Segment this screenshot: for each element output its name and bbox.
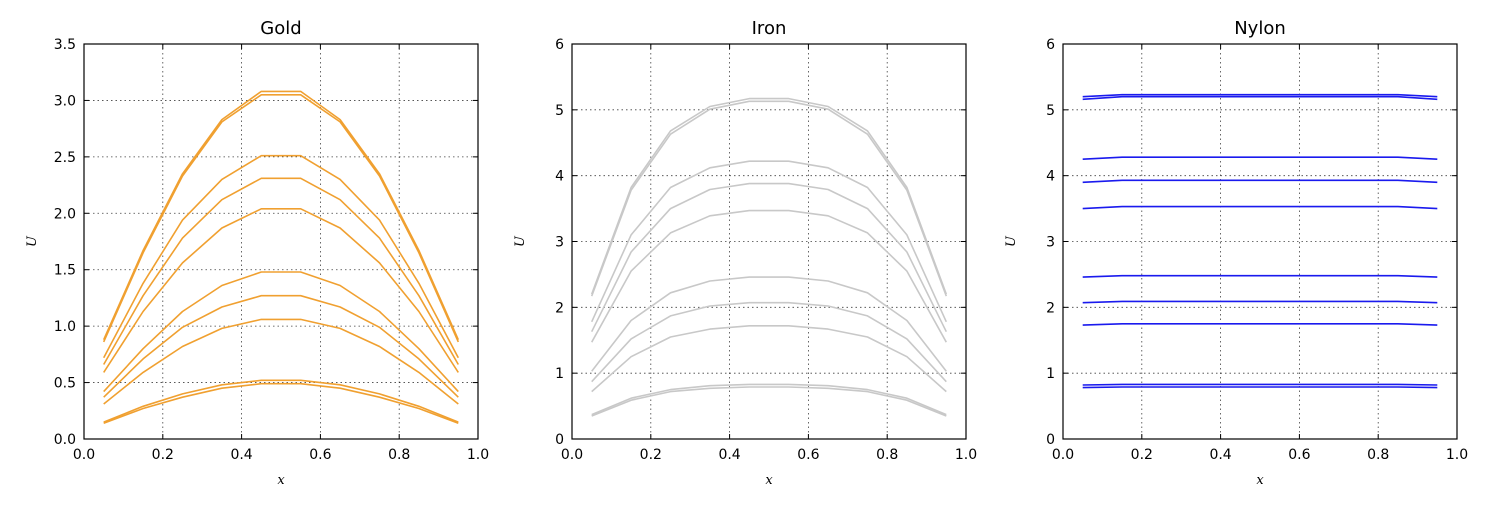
- plot-area: 0.0 0.2 0.4 0.6 0.8 1.0 0.0 0.5 1.0 1.5 2.0 2.5 3.0 3…: [54, 37, 489, 463]
- series-line-0: [1082, 93, 1438, 98]
- series-line-1: [590, 100, 948, 297]
- x-axis-label: x: [277, 473, 285, 488]
- y-tick-label: 3: [1046, 235, 1055, 251]
- y-tick-label: 4: [1046, 169, 1055, 185]
- series-line-9: [103, 382, 459, 424]
- x-tick-label: 1.0: [1446, 447, 1468, 463]
- x-tick-label: 0.0: [561, 447, 583, 463]
- chart-panel-gold: 0.0 0.2 0.4 0.6 0.8 1.0 0.0 0.5 1.0 1.5 2.0 2.5 3.0 3…: [25, 18, 489, 488]
- y-tick-label: 4: [555, 169, 564, 185]
- x-tick-label: 0.0: [1052, 447, 1074, 463]
- series-line-9: [591, 386, 947, 417]
- series-line-8: [103, 379, 459, 423]
- x-tick-label: 0.8: [388, 447, 410, 463]
- x-tick-label: 0.2: [1131, 447, 1153, 463]
- y-tick-label: 0.0: [54, 432, 76, 448]
- x-tick-label: 0.6: [309, 447, 331, 463]
- x-tick-label: 0.2: [640, 447, 662, 463]
- series-line-5: [1082, 274, 1438, 278]
- x-axis-label: x: [765, 473, 773, 488]
- series-line-0: [590, 97, 948, 295]
- x-tick-label: 0.4: [230, 447, 252, 463]
- series-line-4: [1082, 205, 1438, 210]
- x-tick-label: 0.4: [1209, 447, 1231, 463]
- series-line-9: [1082, 386, 1438, 389]
- y-tick-label: 2: [1046, 300, 1055, 316]
- series-line-1: [102, 94, 460, 343]
- x-tick-label: 0.8: [876, 447, 898, 463]
- y-tick-label: 5: [555, 103, 564, 119]
- y-axis-label: U: [513, 235, 528, 247]
- y-tick-label: 2.0: [54, 206, 76, 222]
- x-tick-label: 0.8: [1367, 447, 1389, 463]
- series-line-5: [591, 276, 947, 372]
- y-tick-label: 1: [555, 366, 564, 382]
- series-line-2: [102, 154, 460, 359]
- series-line-7: [591, 324, 947, 393]
- x-tick-label: 0.6: [797, 447, 819, 463]
- series-line-7: [103, 318, 459, 405]
- x-axis-label: x: [1256, 473, 1264, 488]
- y-tick-label: 1: [1046, 366, 1055, 382]
- y-tick-label: 0.5: [54, 376, 76, 392]
- x-tick-label: 0.2: [152, 447, 174, 463]
- y-tick-label: 1.0: [54, 319, 76, 335]
- x-tick-label: 1.0: [467, 447, 489, 463]
- series-line-3: [103, 177, 459, 365]
- y-tick-label: 2: [555, 300, 564, 316]
- series-line-4: [591, 209, 947, 343]
- series-line-4: [103, 208, 459, 373]
- chart-panel-nylon: 0.0 0.2 0.4 0.6 0.8 1.0 0 1 2 3 4 5 6 Nylon x U: [1004, 18, 1468, 488]
- series-line-5: [103, 271, 459, 393]
- series-line-3: [590, 182, 948, 333]
- series-line-2: [590, 160, 948, 323]
- y-tick-label: 3.5: [54, 37, 76, 53]
- x-tick-label: 0.6: [1288, 447, 1310, 463]
- chart-panel-iron: 0.0 0.2 0.4 0.6 0.8 1.0 0 1 2 3 4 5 6 Iron x U: [513, 18, 977, 488]
- chart-title: Nylon: [1234, 18, 1286, 39]
- y-tick-label: 0: [555, 432, 564, 448]
- series-line-6: [591, 301, 947, 383]
- series-line-6: [1082, 300, 1438, 304]
- y-axis-label: U: [25, 235, 40, 247]
- series-line-0: [102, 90, 460, 341]
- y-tick-label: 5: [1046, 103, 1055, 119]
- series-line-6: [103, 294, 459, 398]
- y-tick-label: 2.5: [54, 150, 76, 166]
- y-tick-label: 6: [555, 37, 564, 53]
- chart-title: Gold: [260, 18, 301, 39]
- y-axis-label: U: [1004, 235, 1019, 247]
- plot-area: 0.0 0.2 0.4 0.6 0.8 1.0 0 1 2 3 4 5 6: [1046, 37, 1468, 463]
- series-line-3: [1082, 179, 1438, 184]
- y-tick-label: 6: [1046, 37, 1055, 53]
- series-line-2: [1082, 156, 1438, 160]
- axes-frame: [83, 43, 479, 440]
- y-tick-label: 3: [555, 235, 564, 251]
- chart-title: Iron: [752, 18, 787, 39]
- x-tick-label: 1.0: [955, 447, 977, 463]
- y-tick-label: 0: [1046, 432, 1055, 448]
- y-tick-label: 1.5: [54, 263, 76, 279]
- x-tick-label: 0.4: [718, 447, 740, 463]
- series-line-7: [1082, 322, 1438, 326]
- plot-area: 0.0 0.2 0.4 0.6 0.8 1.0 0 1 2 3 4 5 6: [555, 37, 977, 463]
- series-line-8: [1082, 383, 1438, 386]
- series-line-8: [591, 383, 947, 416]
- series-line-1: [1082, 95, 1438, 101]
- x-tick-label: 0.0: [73, 447, 95, 463]
- y-tick-label: 3.0: [54, 93, 76, 109]
